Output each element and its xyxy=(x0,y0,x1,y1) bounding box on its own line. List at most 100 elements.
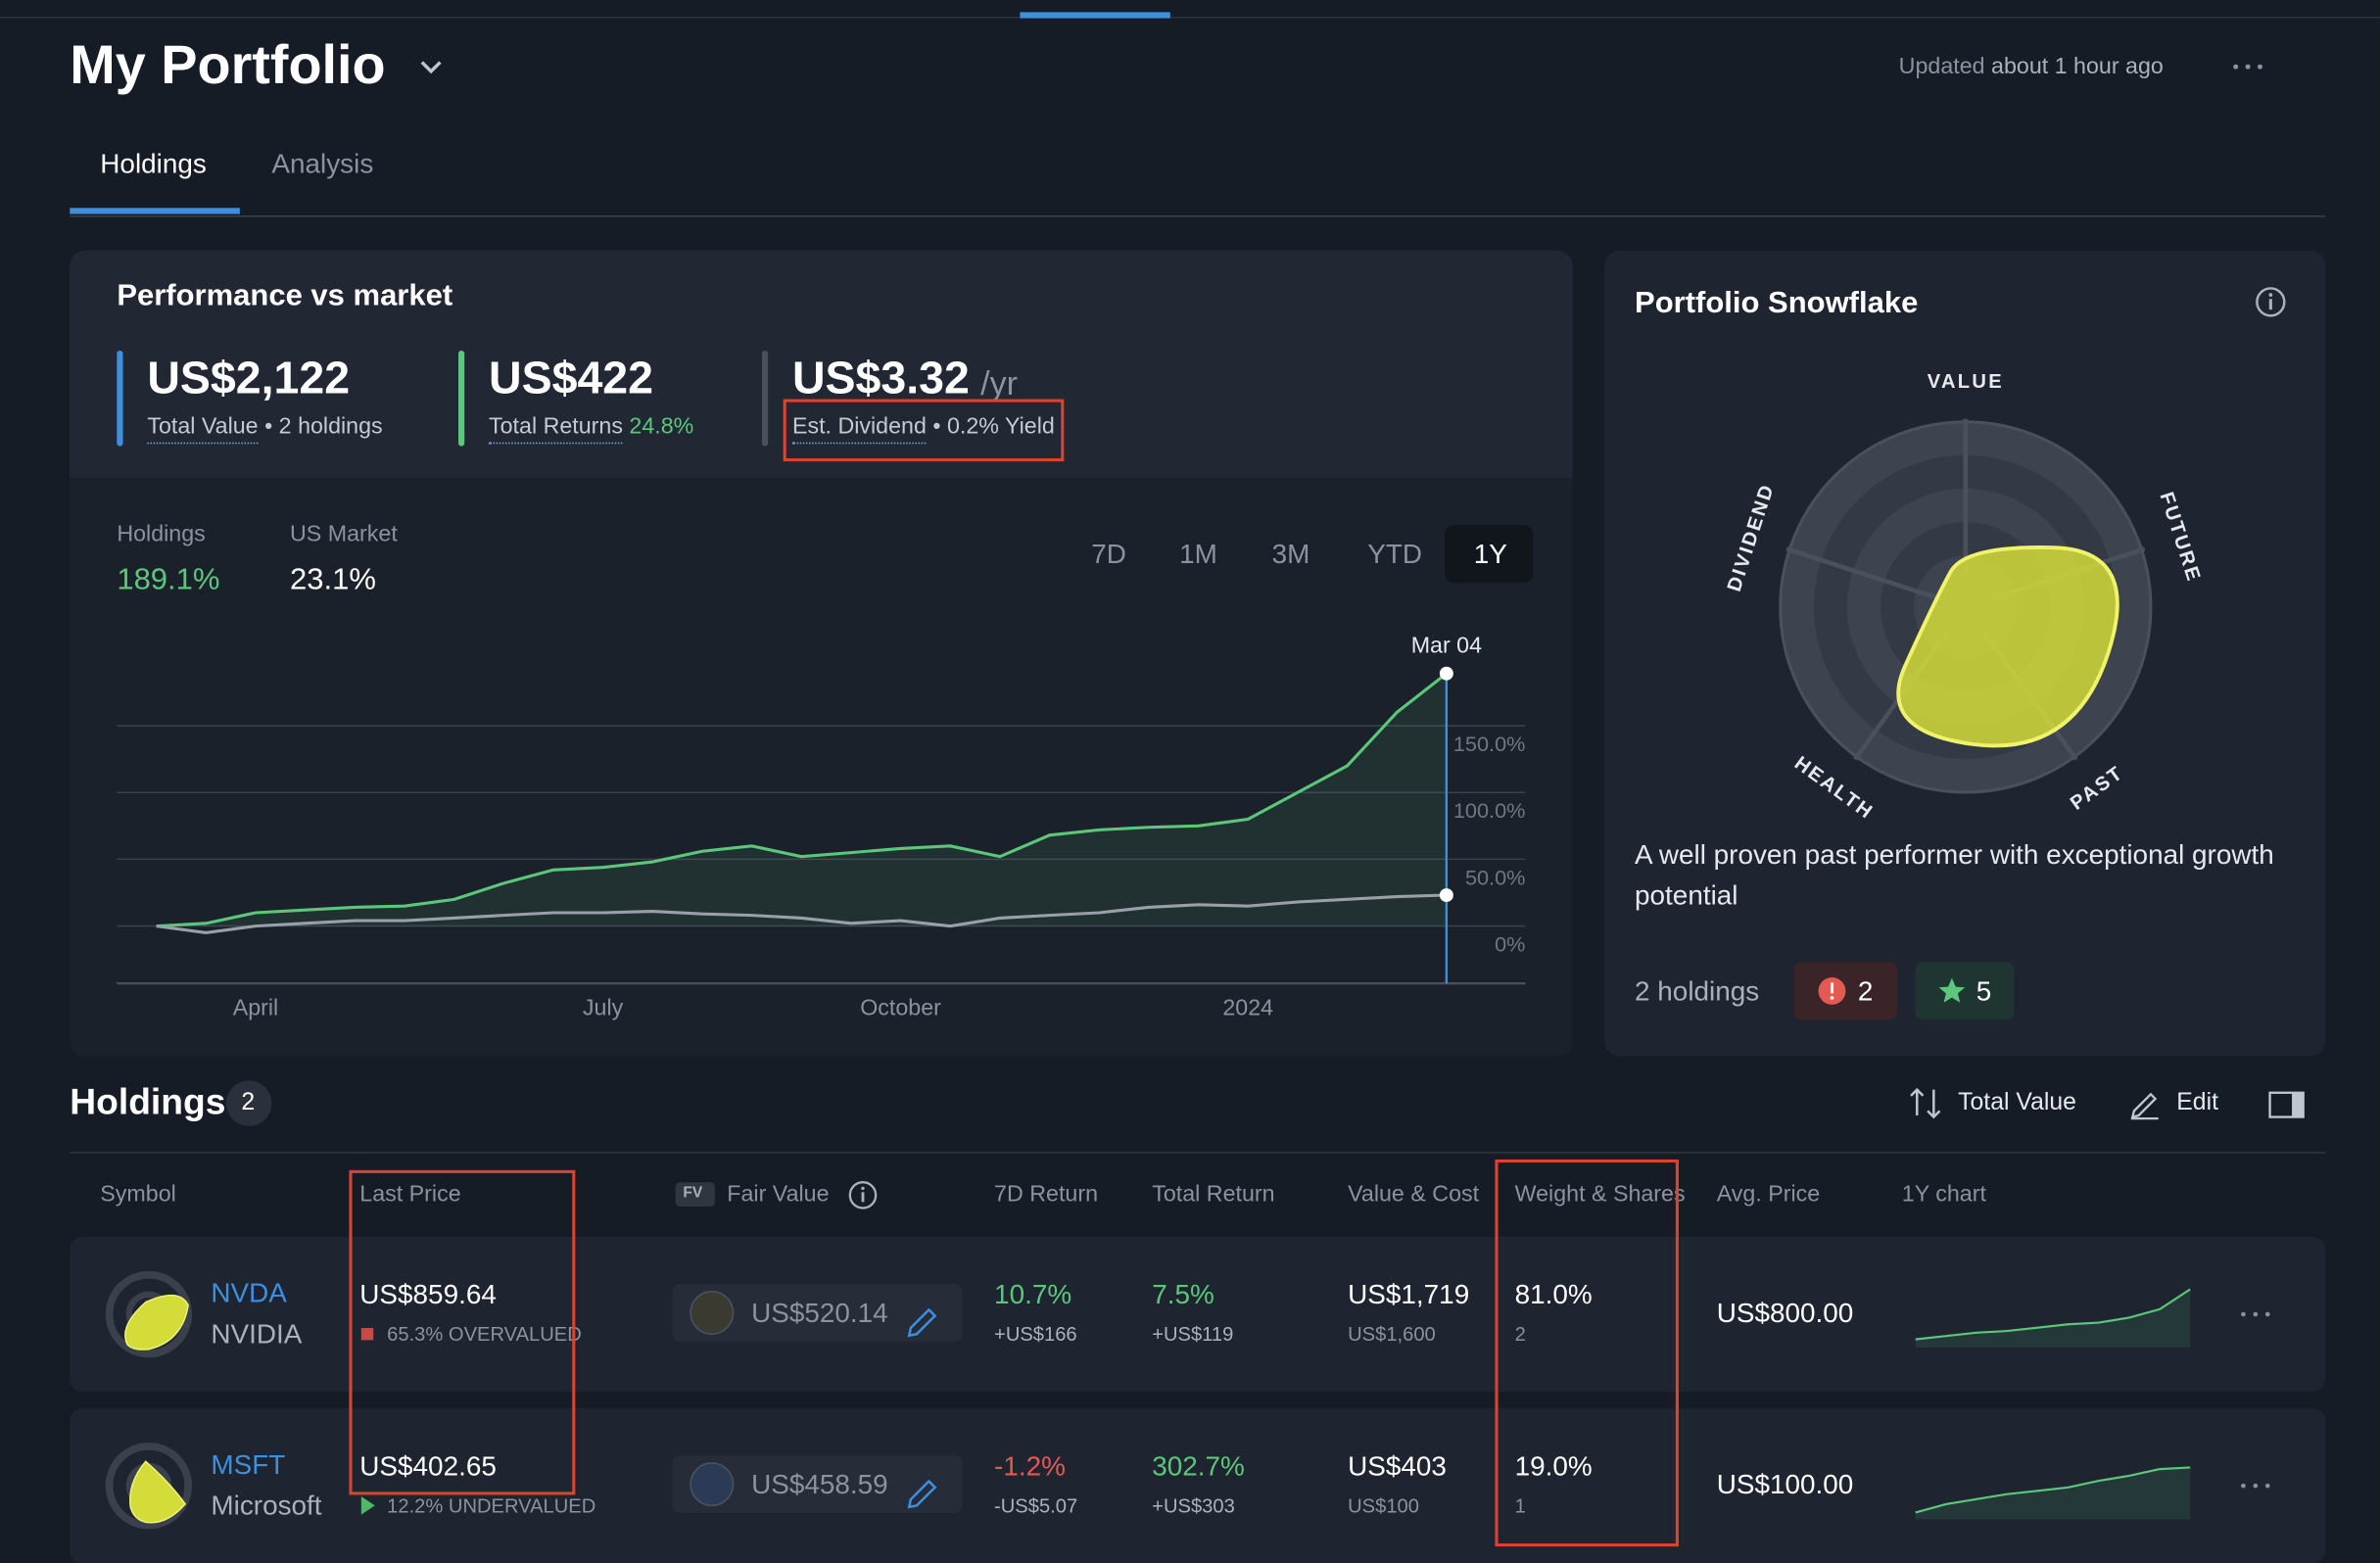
period-button[interactable]: 1M xyxy=(1179,539,1217,570)
last-price: US$859.64 xyxy=(359,1279,497,1310)
stat-label-text: Total Returns xyxy=(489,413,623,445)
row-menu-dot xyxy=(2264,1311,2270,1317)
y-tick-label: 100.0% xyxy=(1453,798,1526,823)
fair-value-avatar xyxy=(690,1291,735,1335)
card-title: Performance vs market xyxy=(117,279,453,313)
page-title: My Portfolio xyxy=(70,33,386,96)
column-header[interactable]: Weight & Shares xyxy=(1514,1181,1686,1208)
section-title: Holdings xyxy=(70,1081,226,1123)
value: US$403 xyxy=(1348,1450,1447,1482)
fv-badge: FV xyxy=(683,1185,703,1203)
column-header[interactable]: 1Y chart xyxy=(1901,1181,1986,1208)
stat-label-text: Total Value xyxy=(147,413,259,445)
snowflake-description: A well proven past performer with except… xyxy=(1635,838,2274,911)
sort-icon[interactable] xyxy=(1908,1085,1944,1121)
edit-icon[interactable] xyxy=(2128,1087,2162,1120)
info-icon[interactable] xyxy=(847,1179,880,1211)
period-button[interactable]: 7D xyxy=(1091,539,1126,570)
stock-snowflake-ring xyxy=(105,1270,193,1358)
star-icon xyxy=(1938,977,1966,1003)
last-price: US$402.65 xyxy=(359,1450,497,1482)
tab[interactable]: Analysis xyxy=(271,148,374,179)
count-badge xyxy=(225,1080,272,1126)
return-7d: 10.7% xyxy=(994,1279,1072,1310)
rewards-count: 5 xyxy=(1975,975,1992,1007)
legend-name: Holdings xyxy=(117,521,206,547)
cost: US$1,600 xyxy=(1348,1322,1436,1346)
return-7d-abs: -US$5.07 xyxy=(994,1493,1078,1517)
period-selected-bg xyxy=(1445,525,1534,584)
stat-bar xyxy=(761,350,769,447)
column-header[interactable]: 7D Return xyxy=(994,1181,1099,1208)
symbol[interactable]: NVDA xyxy=(211,1277,287,1308)
weight: 19.0% xyxy=(1514,1450,1593,1482)
column-header[interactable]: Avg. Price xyxy=(1716,1181,1821,1208)
stat-label: Total Returns 24.8% xyxy=(489,413,694,445)
more-menu[interactable] xyxy=(2231,58,2267,76)
period-button[interactable]: 1Y xyxy=(1473,539,1507,570)
radar-axis-label: VALUE xyxy=(1928,371,2004,393)
info-icon[interactable] xyxy=(2254,285,2287,318)
return-7d: -1.2% xyxy=(994,1450,1066,1482)
row-menu-dot xyxy=(2253,1311,2259,1317)
cost: US$100 xyxy=(1348,1493,1419,1517)
row-card xyxy=(70,1408,2326,1563)
stat-label-text: Est. Dividend xyxy=(791,413,927,445)
fair-value-avatar xyxy=(690,1462,735,1507)
symbol[interactable]: MSFT xyxy=(211,1448,286,1480)
radar-axis-label: DIVIDEND xyxy=(1724,481,1779,594)
x-tick-label: April xyxy=(233,995,278,1020)
updated-text: Updated about 1 hour ago xyxy=(1899,56,2164,78)
portfolio-dropdown[interactable] xyxy=(416,52,447,82)
stock-snowflake-shape xyxy=(129,1460,187,1524)
warnings-badge[interactable] xyxy=(1793,962,1898,1020)
valuation: 65.3% OVERVALUED xyxy=(387,1322,582,1346)
series-line xyxy=(156,672,1448,928)
weight: 81.0% xyxy=(1514,1279,1593,1310)
row-menu-dot xyxy=(2241,1311,2246,1317)
fair-value: US$520.14 xyxy=(751,1297,888,1328)
sort-label[interactable]: Total Value xyxy=(1958,1089,2076,1116)
columns-icon[interactable] xyxy=(2267,1090,2307,1120)
total-return-abs: +US$303 xyxy=(1152,1493,1235,1517)
y-tick-label: 0% xyxy=(1495,931,1525,956)
period-button[interactable]: YTD xyxy=(1367,539,1423,570)
active-indicator xyxy=(1020,12,1170,19)
company-name: Microsoft xyxy=(211,1490,322,1521)
period-button[interactable]: 3M xyxy=(1271,539,1310,570)
stock-snowflake-ring xyxy=(105,1442,193,1530)
tab[interactable]: Holdings xyxy=(100,148,207,179)
hover-date-label: Mar 04 xyxy=(1411,632,1482,657)
series-line xyxy=(156,893,1447,935)
x-tick-label: October xyxy=(860,995,941,1020)
column-header[interactable]: Fair Value xyxy=(727,1181,830,1208)
column-header[interactable]: Value & Cost xyxy=(1348,1181,1480,1208)
shares: 2 xyxy=(1514,1322,1526,1346)
stats-panel xyxy=(70,250,1573,479)
edit-label[interactable]: Edit xyxy=(2176,1089,2219,1116)
rewards-badge[interactable] xyxy=(1915,962,2015,1020)
stat-extra: 24.8% xyxy=(629,413,694,440)
fair-value: US$458.59 xyxy=(751,1469,888,1500)
column-header[interactable]: Last Price xyxy=(359,1181,461,1208)
stat-extra: 0.2% Yield xyxy=(946,413,1055,440)
stat-unit: /yr xyxy=(980,363,1019,403)
total-return: 7.5% xyxy=(1152,1279,1214,1310)
highlight-box xyxy=(1495,1159,1679,1547)
sparkline xyxy=(1915,1288,2191,1341)
stat-extra: 2 holdings xyxy=(278,413,383,440)
column-header[interactable]: Symbol xyxy=(100,1181,176,1208)
shares: 1 xyxy=(1514,1493,1526,1517)
legend-value: 189.1% xyxy=(117,562,220,597)
legend-name: US Market xyxy=(289,521,398,547)
stat-label: Est. Dividend • 0.2% Yield xyxy=(791,413,1055,445)
row-card xyxy=(70,1237,2326,1393)
valuation-marker xyxy=(360,1327,374,1341)
radar-spoke xyxy=(1785,546,1938,600)
warnings-count: 2 xyxy=(1857,975,1874,1007)
radar-axis-label: PAST xyxy=(2067,762,2128,815)
column-header[interactable]: Total Return xyxy=(1152,1181,1275,1208)
